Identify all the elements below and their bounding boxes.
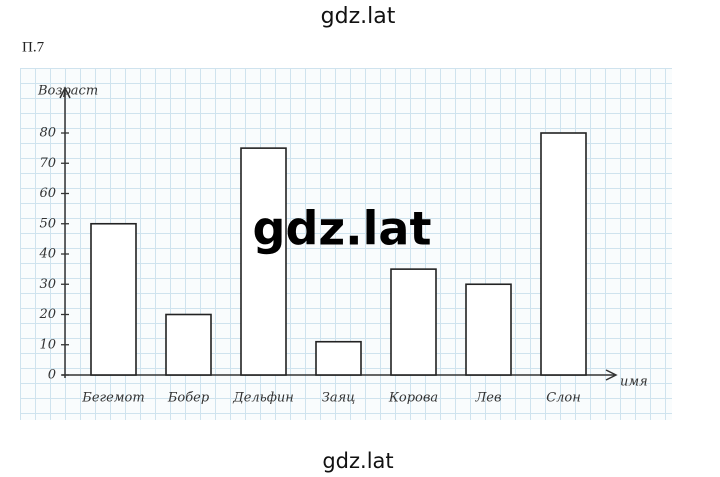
y-tick-label: 10	[39, 337, 56, 352]
y-tick-label: 30	[39, 277, 56, 292]
x-axis-arrow	[605, 369, 618, 381]
site-header: gdz.lat	[321, 4, 396, 29]
x-tick-label: Бобер	[167, 391, 210, 406]
bar	[315, 340, 362, 376]
x-tick-label: Слон	[546, 391, 581, 406]
y-tick-label: 60	[39, 186, 56, 201]
x-tick-label: Бегемот	[81, 391, 144, 406]
y-tick-label: 40	[38, 247, 56, 262]
y-tick-label: 80	[39, 126, 56, 141]
x-tick-label: Дельфин	[232, 391, 294, 406]
problem-number: П.7	[22, 39, 45, 55]
bar	[540, 132, 587, 376]
x-tick-label: Заяц	[322, 391, 356, 406]
y-tick-label: 50	[39, 216, 56, 231]
x-tick-label: Корова	[388, 391, 438, 406]
bar	[165, 313, 212, 376]
bar	[390, 268, 437, 376]
y-tick-label: 0	[48, 368, 56, 383]
y-tick-label: 70	[39, 156, 56, 171]
bar	[90, 222, 137, 376]
y-axis-arrow	[59, 86, 71, 99]
site-footer: gdz.lat	[322, 449, 393, 473]
y-axis-label: Возраст	[37, 84, 98, 99]
bar	[465, 283, 512, 376]
x-axis-label: имя	[620, 375, 648, 390]
y-tick-label: 20	[38, 307, 56, 322]
bar	[240, 147, 287, 376]
x-tick-label: Лев	[474, 391, 501, 406]
